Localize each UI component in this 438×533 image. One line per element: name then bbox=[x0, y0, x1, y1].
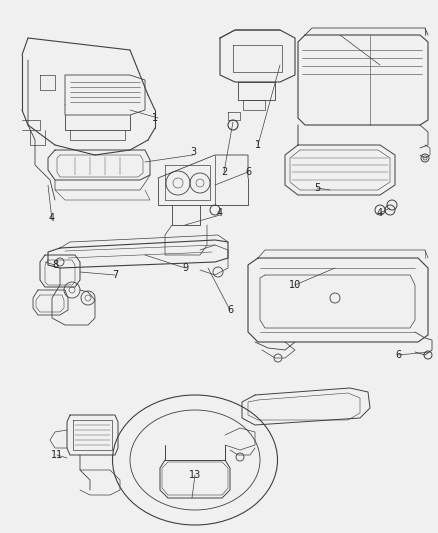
Text: 5: 5 bbox=[314, 183, 320, 193]
Text: 4: 4 bbox=[377, 208, 383, 218]
Text: 6: 6 bbox=[395, 350, 401, 360]
Text: 2: 2 bbox=[221, 167, 227, 177]
Text: 10: 10 bbox=[289, 280, 301, 290]
Text: 3: 3 bbox=[190, 147, 196, 157]
Text: 9: 9 bbox=[182, 263, 188, 273]
Text: 1: 1 bbox=[152, 113, 158, 123]
Text: 1: 1 bbox=[255, 140, 261, 150]
Text: 13: 13 bbox=[189, 470, 201, 480]
Text: 4: 4 bbox=[217, 208, 223, 218]
Text: 6: 6 bbox=[245, 167, 251, 177]
Text: 11: 11 bbox=[51, 450, 63, 460]
Text: 4: 4 bbox=[49, 213, 55, 223]
Text: 7: 7 bbox=[112, 270, 118, 280]
Text: 8: 8 bbox=[52, 260, 58, 270]
Text: 6: 6 bbox=[227, 305, 233, 315]
